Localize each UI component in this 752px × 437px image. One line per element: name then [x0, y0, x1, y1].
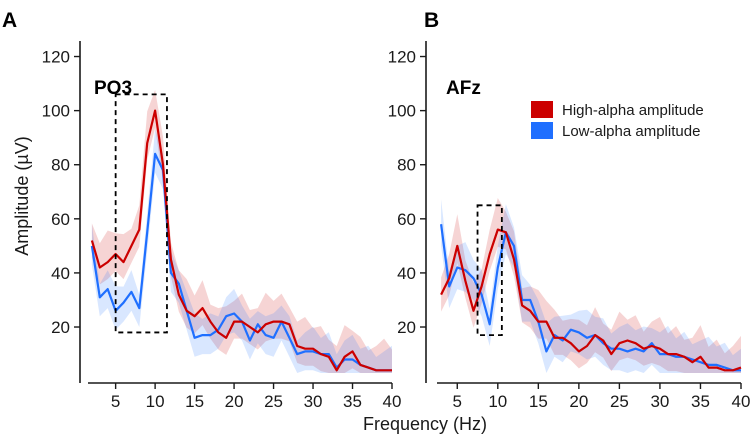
series-line-high-alpha [440, 228, 742, 372]
x-tick-label: 25 [264, 392, 283, 411]
x-tick-label: 35 [343, 392, 362, 411]
x-tick-label: 30 [650, 392, 669, 411]
legend-label-low-alpha: Low-alpha amplitude [562, 123, 700, 140]
y-tick-label: 60 [51, 210, 70, 229]
y-axis-title: Amplitude (µV) [12, 136, 32, 255]
y-tick-label: 100 [388, 102, 416, 121]
x-tick-label: 5 [453, 392, 462, 411]
alpha-highlight-box [114, 93, 168, 334]
x-tick-label: 20 [225, 392, 244, 411]
y-tick-label: 20 [51, 318, 70, 337]
x-tick-label: 15 [529, 392, 548, 411]
legend: High-alpha amplitude Low-alpha amplitude [531, 101, 704, 140]
x-tick-label: 25 [610, 392, 629, 411]
x-tick-label: 10 [146, 392, 165, 411]
y-tick-label: 20 [397, 318, 416, 337]
y-tick-label: 80 [397, 156, 416, 175]
x-axis-title: Frequency (Hz) [363, 414, 487, 434]
x-tick-label: 20 [569, 392, 588, 411]
panel-a-title: PO3 [94, 78, 132, 99]
x-tick-label: 10 [488, 392, 507, 411]
panel-b-letter: B [424, 9, 439, 32]
series-line-high-alpha [90, 109, 392, 372]
panel-b: B AFz 20 40 60 80 100 120 5 10 15 20 25 30 35 40 [388, 9, 751, 411]
y-tick-label: 120 [388, 48, 416, 67]
legend-swatch-high-alpha [531, 101, 553, 118]
x-tick-label: 15 [185, 392, 204, 411]
series-band-low-alpha [441, 199, 741, 373]
y-tick-label: 40 [51, 264, 70, 283]
series-line-low-alpha [440, 224, 741, 372]
y-tick-label: 40 [397, 264, 416, 283]
y-tick-label: 80 [51, 156, 70, 175]
legend-swatch-low-alpha [531, 122, 553, 139]
series-band-high-alpha [91, 89, 393, 374]
panel-a: A PO3 20 40 60 80 100 120 5 10 15 20 25 30 35 40 [2, 9, 401, 411]
alpha-highlight-box [476, 204, 503, 337]
x-tick-label: 30 [304, 392, 323, 411]
x-tick-label: 40 [383, 392, 402, 411]
x-tick-label: 40 [732, 392, 751, 411]
panel-b-plot: 20 40 60 80 100 120 5 10 15 20 25 30 35 40 [388, 41, 751, 411]
y-tick-label: 100 [42, 102, 70, 121]
panel-b-title: AFz [446, 78, 481, 99]
x-tick-label: 5 [111, 392, 120, 411]
panel-a-plot: 20 40 60 80 100 120 5 10 15 20 25 30 35 40 [42, 41, 402, 411]
x-tick-label: 35 [691, 392, 710, 411]
series-band-high-alpha [441, 198, 741, 373]
panel-a-letter: A [2, 9, 17, 32]
y-tick-label: 120 [42, 48, 70, 67]
legend-label-high-alpha: High-alpha amplitude [562, 102, 704, 119]
y-tick-label: 60 [397, 210, 416, 229]
